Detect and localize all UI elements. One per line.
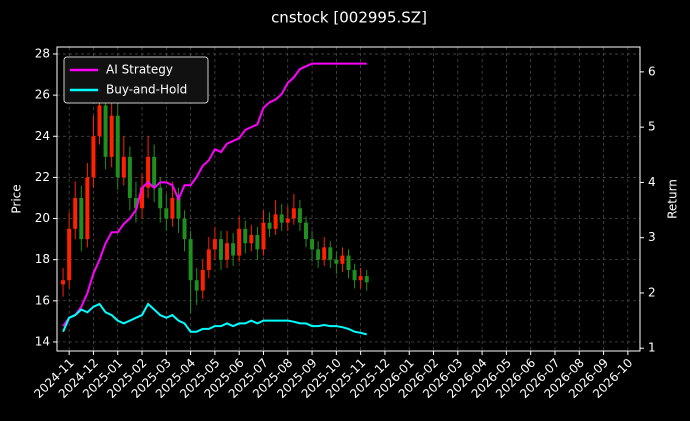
- candle-body: [267, 222, 272, 229]
- candle-body: [67, 228, 72, 281]
- candle-body: [152, 156, 157, 188]
- y2-tick-label: 2: [648, 285, 656, 299]
- candle-body: [358, 276, 363, 281]
- candle-body: [231, 243, 236, 256]
- candle-body: [255, 234, 260, 250]
- candle-body: [115, 115, 120, 178]
- candle-body: [279, 214, 284, 223]
- candle-body: [158, 187, 163, 209]
- candle-body: [334, 259, 339, 264]
- line-series: [62, 302, 367, 336]
- candle-body: [291, 208, 296, 219]
- candle-body: [322, 247, 327, 260]
- candle-body: [140, 187, 145, 209]
- candle-body: [97, 105, 102, 137]
- y-tick-label: 22: [35, 170, 50, 184]
- candle-body: [243, 228, 248, 244]
- y2-tick-label: 4: [648, 175, 656, 189]
- candle-body: [328, 247, 333, 260]
- y-tick-label: 18: [35, 252, 50, 266]
- chart-title: cnstock [002995.SZ]: [271, 9, 427, 27]
- y2-tick-label: 3: [648, 230, 656, 244]
- candle-body: [127, 156, 132, 198]
- y-tick-label: 28: [35, 46, 50, 60]
- plot-frame: [56, 46, 641, 352]
- candle-body: [316, 249, 321, 260]
- candle-body: [310, 239, 315, 250]
- legend-label: AI Strategy: [106, 63, 173, 77]
- candle-body: [103, 105, 108, 157]
- candle-body: [273, 214, 278, 229]
- candle-body: [61, 280, 66, 285]
- candle-body: [303, 222, 308, 240]
- y-tick-label: 16: [35, 293, 50, 307]
- candle-body: [79, 197, 84, 240]
- candle-body: [346, 255, 351, 270]
- y2-tick-label: 1: [648, 341, 656, 355]
- line-series: [62, 62, 367, 327]
- candle-body: [285, 218, 290, 223]
- y2-tick-label: 6: [648, 64, 656, 78]
- candle-body: [109, 115, 114, 157]
- y-tick-label: 20: [35, 211, 50, 225]
- candle-body: [85, 177, 90, 240]
- y-axis-label: Price: [10, 184, 24, 213]
- candle-body: [188, 239, 193, 281]
- candle-body: [182, 218, 187, 240]
- candle-body: [237, 228, 242, 256]
- candle-body: [212, 239, 217, 250]
- candle-body: [297, 208, 302, 223]
- candle-body: [146, 156, 151, 188]
- candle-body: [340, 255, 345, 264]
- candle-body: [73, 197, 78, 229]
- candle-body: [133, 197, 138, 209]
- y-tick-label: 26: [35, 88, 50, 102]
- y2-axis-label: Return: [666, 179, 680, 219]
- candle-body: [364, 276, 369, 283]
- candle-body: [249, 234, 254, 244]
- candle-body: [261, 222, 266, 250]
- y-tick-label: 24: [35, 129, 50, 143]
- candle-body: [91, 136, 96, 178]
- y2-tick-label: 5: [648, 120, 656, 134]
- candle-body: [121, 156, 126, 178]
- candle-body: [200, 269, 205, 291]
- candle-body: [225, 243, 230, 260]
- legend-box: [63, 56, 209, 104]
- candle-body: [170, 197, 175, 219]
- candle-body: [194, 280, 199, 291]
- candle-body: [206, 249, 211, 270]
- y-tick-label: 14: [35, 334, 50, 348]
- legend-label: Buy-and-Hold: [106, 83, 187, 97]
- candle-body: [176, 197, 181, 219]
- candle-body: [164, 208, 169, 219]
- candle-body: [352, 269, 357, 281]
- candle-body: [218, 239, 223, 260]
